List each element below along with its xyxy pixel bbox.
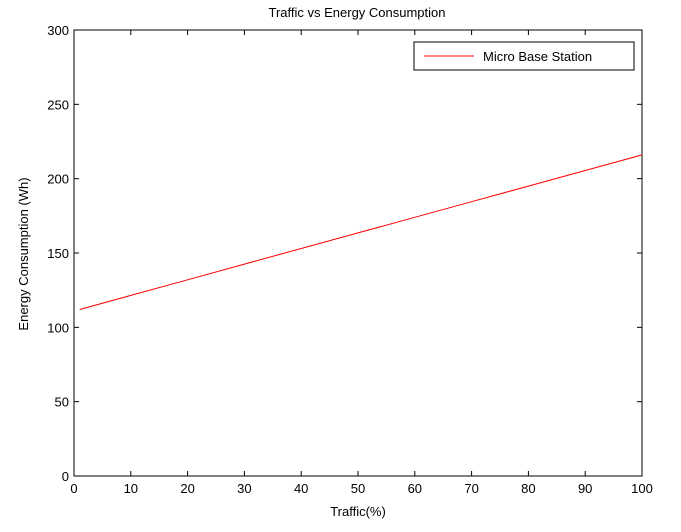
x-tick-label: 50	[351, 481, 365, 496]
y-tick-label: 150	[47, 246, 69, 261]
y-tick-label: 200	[47, 172, 69, 187]
x-tick-label: 0	[70, 481, 77, 496]
x-tick-label: 60	[408, 481, 422, 496]
x-tick-label: 100	[631, 481, 653, 496]
series-line-micro-base-station	[79, 154, 643, 310]
y-tick-label: 250	[47, 97, 69, 112]
x-tick-label: 40	[294, 481, 308, 496]
plot-area: 0 10 20 30 40 50 60 70 80 90 100 0 50 100 150 200 250 300	[47, 23, 653, 496]
y-tick-label: 300	[47, 23, 69, 38]
legend: Micro Base Station	[413, 41, 635, 71]
y-tick-label: 0	[62, 469, 69, 484]
y-tick-label: 100	[47, 320, 69, 335]
x-tick-label: 20	[180, 481, 194, 496]
plot-frame	[73, 29, 643, 477]
legend-label-micro-base-station: Micro Base Station	[483, 49, 592, 64]
x-axis-label: Traffic(%)	[330, 504, 386, 519]
x-tick-label: 30	[237, 481, 251, 496]
x-tick-label: 80	[521, 481, 535, 496]
y-axis-label: Energy Consumption (Wh)	[16, 177, 31, 330]
x-tick-label: 70	[464, 481, 478, 496]
chart-title: Traffic vs Energy Consumption	[268, 5, 445, 20]
x-tick-label: 90	[578, 481, 592, 496]
x-tick-label: 10	[124, 481, 138, 496]
y-tick-label: 50	[55, 395, 69, 410]
